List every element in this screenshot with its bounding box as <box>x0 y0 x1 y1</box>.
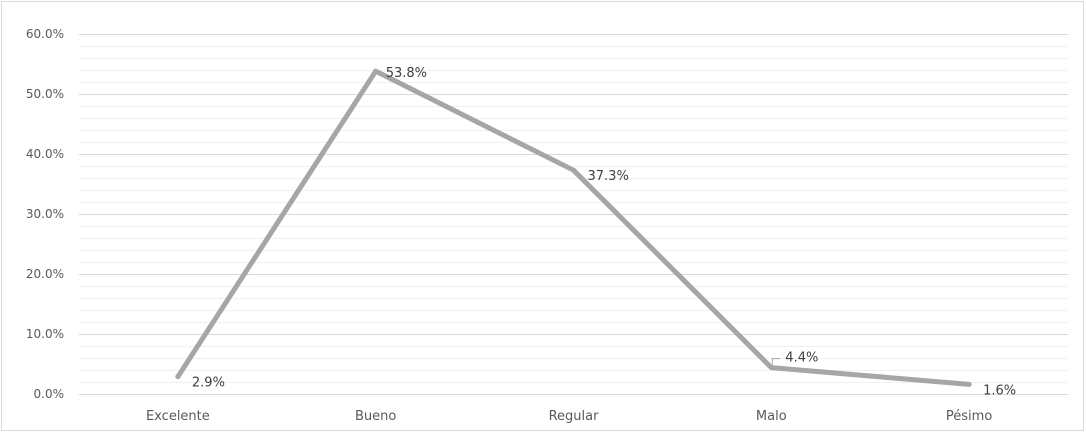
data-label: 37.3% <box>588 169 629 184</box>
gridlines <box>79 34 1068 395</box>
data-point <box>571 167 576 173</box>
series <box>175 68 972 387</box>
y-tick-label: 0.0% <box>34 387 65 401</box>
data-label: 4.4% <box>785 351 818 366</box>
data-label: 2.9% <box>192 376 225 391</box>
data-point <box>966 381 972 387</box>
y-tick-label: 30.0% <box>26 207 64 221</box>
data-point <box>373 68 379 74</box>
data-label: 53.8% <box>386 66 427 81</box>
x-category-label: Pésimo <box>946 409 992 424</box>
y-tick-label: 40.0% <box>26 147 64 161</box>
leader-line <box>771 358 781 366</box>
x-category-label: Regular <box>549 409 600 424</box>
y-tick-label: 10.0% <box>26 327 64 341</box>
x-category-label: Malo <box>756 409 787 424</box>
y-tick-label: 50.0% <box>26 87 64 101</box>
axis: 0.0% 10.0% 20.0% 30.0% 40.0% 50.0% 60.0% Excele… <box>26 27 992 424</box>
data-point <box>175 374 181 380</box>
y-tick-label: 60.0% <box>26 27 64 41</box>
data-point <box>768 365 774 371</box>
x-category-label: Excelente <box>146 409 210 424</box>
data-labels: 2.9% 53.8% 37.3% 4.4% 1.6% <box>192 66 1016 398</box>
data-label: 1.6% <box>983 383 1016 398</box>
y-tick-label: 20.0% <box>26 267 64 281</box>
x-category-label: Bueno <box>355 409 396 424</box>
